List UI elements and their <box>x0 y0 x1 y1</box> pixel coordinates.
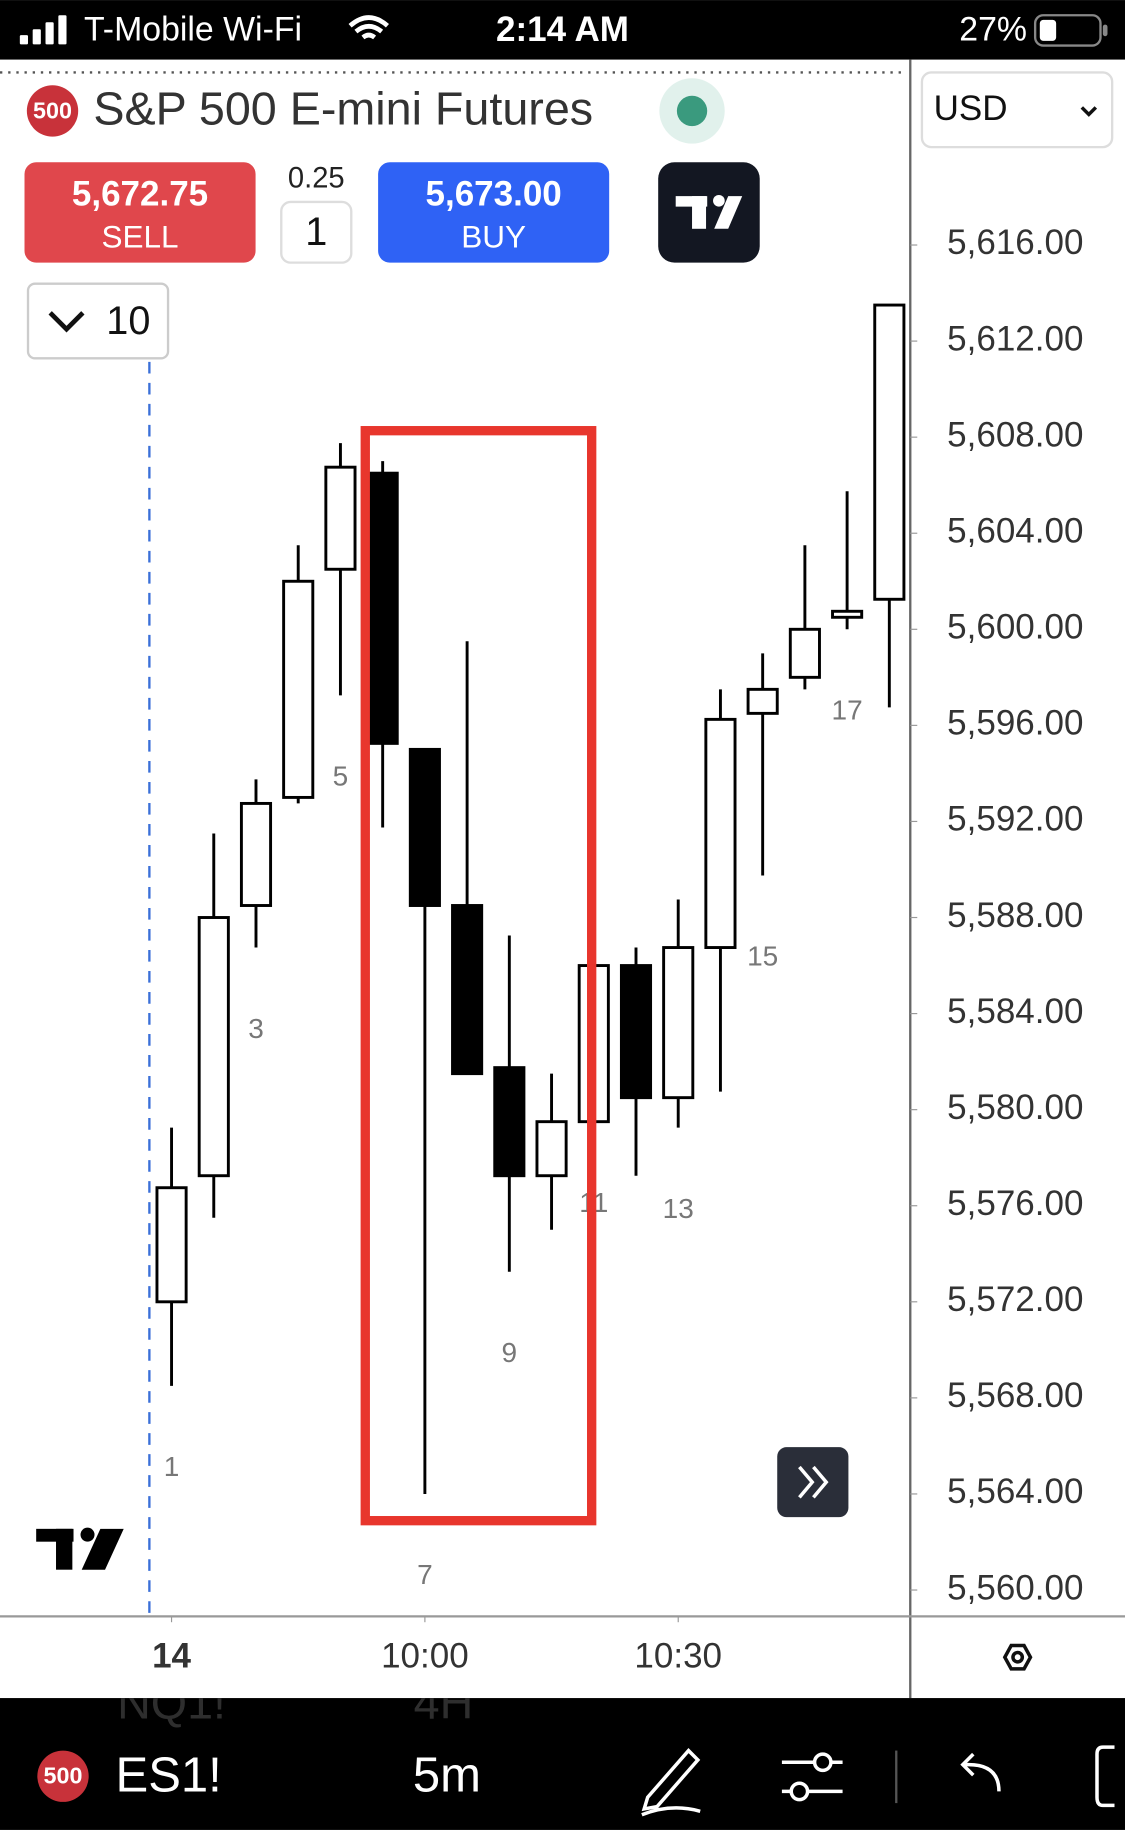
bars-count: 10 <box>106 299 150 343</box>
status-bar <box>0 0 1125 60</box>
candle-body <box>197 916 230 1178</box>
candle-body <box>831 609 864 619</box>
y-tick-label: 5,580.00 <box>947 1088 1083 1127</box>
highlight-box <box>360 426 597 1526</box>
sell-button[interactable] <box>24 162 256 263</box>
tick-size: 0.25 <box>288 162 345 194</box>
candle-body <box>788 627 821 679</box>
sell-price: 5,672.75 <box>72 174 208 213</box>
battery-icon <box>1033 14 1108 47</box>
y-tick-label: 5,576.00 <box>947 1184 1083 1223</box>
symbol-badge <box>26 85 79 137</box>
drawing-tool[interactable] <box>641 1748 701 1817</box>
y-tick-label: 5,604.00 <box>947 511 1083 550</box>
buy-price: 5,673.00 <box>426 174 562 213</box>
bar-number: 9 <box>502 1337 518 1368</box>
y-tick-label: 5,572.00 <box>947 1280 1083 1319</box>
candle-body <box>746 687 779 715</box>
x-tick-label: 10:00 <box>381 1637 469 1676</box>
currency: USD <box>934 89 1008 128</box>
y-tick-label: 5,612.00 <box>947 319 1083 358</box>
wifi-icon <box>348 15 389 40</box>
candle-body <box>155 1186 188 1304</box>
candle-body <box>619 964 653 1100</box>
candle-body <box>408 747 441 907</box>
y-tick-label: 5,592.00 <box>947 800 1083 839</box>
currency-select[interactable] <box>920 71 1114 149</box>
bar-number: 13 <box>663 1193 694 1224</box>
fullscreen[interactable] <box>1095 1745 1115 1808</box>
bars-dropdown[interactable] <box>26 282 170 360</box>
x-tick-label: 14 <box>152 1637 191 1676</box>
market-status-dot <box>676 95 708 127</box>
bar-number: 5 <box>333 761 349 792</box>
signal-icon <box>19 15 67 45</box>
candle-body <box>493 1066 526 1178</box>
y-tick-label: 5,600.00 <box>947 608 1083 647</box>
hidden-symbol: NQ1! <box>117 1677 226 1729</box>
chevron <box>1080 106 1098 117</box>
double-chevron <box>798 1465 829 1499</box>
candle-body <box>662 946 695 1100</box>
buy-label: BUY <box>461 219 526 255</box>
candle-body <box>704 717 737 949</box>
indicators-icon[interactable] <box>781 1752 843 1802</box>
y-tick-label: 5,564.00 <box>947 1472 1083 1511</box>
candle-body <box>239 801 273 907</box>
y-tick-label: 5,560.00 <box>947 1568 1083 1607</box>
plot: 5,560.00 5,564.00 5,568.00 5,572.00 5,576.00… <box>152 223 1083 1675</box>
candle-body <box>324 465 357 571</box>
undo[interactable] <box>960 1752 1001 1792</box>
y-tick-label: 5,584.00 <box>947 992 1083 1031</box>
bar-number: 17 <box>832 695 863 726</box>
carrier: T-Mobile Wi-Fi <box>84 11 302 49</box>
badge-text: 500 <box>44 1763 83 1789</box>
tradingview-button[interactable] <box>658 162 760 263</box>
bottom-bar <box>0 1698 1125 1830</box>
y-tick-label: 5,608.00 <box>947 415 1083 454</box>
y-tick-label: 5,616.00 <box>947 223 1083 262</box>
y-tick-label: 5,588.00 <box>947 896 1083 935</box>
chevron <box>48 311 85 333</box>
settings-icon[interactable] <box>1002 1643 1033 1671</box>
x-tick-label: 10:30 <box>634 1637 722 1676</box>
bar-number: 1 <box>164 1451 180 1482</box>
candle-body <box>366 471 399 745</box>
symbol[interactable]: ES1! <box>116 1749 222 1803</box>
buy-button[interactable] <box>378 162 610 263</box>
y-tick-label: 5,568.00 <box>947 1376 1083 1415</box>
bar-number: 7 <box>417 1559 433 1590</box>
y-tick-label: 5,596.00 <box>947 704 1083 743</box>
tv-watermark <box>36 1527 124 1570</box>
candle-body <box>451 904 484 1076</box>
quantity-input[interactable] <box>280 200 353 264</box>
settings-dot <box>1011 1650 1025 1664</box>
battery-level: 27% <box>959 11 1027 49</box>
bar-number: 3 <box>248 1013 264 1044</box>
sell-label: SELL <box>102 219 179 255</box>
hidden-interval: 4H <box>414 1677 474 1729</box>
symbol-title: S&P 500 E-mini Futures <box>93 82 593 134</box>
candle-body <box>535 1120 568 1178</box>
candle-body <box>282 579 315 799</box>
bar-number: 15 <box>747 941 778 972</box>
symbol-badge <box>37 1750 89 1802</box>
badge-text: 500 <box>33 97 72 123</box>
candle-body <box>873 303 906 601</box>
quantity: 1 <box>305 210 327 254</box>
clock: 2:14 AM <box>496 10 629 49</box>
tv-logo <box>675 194 743 229</box>
interval[interactable]: 5m <box>413 1749 481 1803</box>
